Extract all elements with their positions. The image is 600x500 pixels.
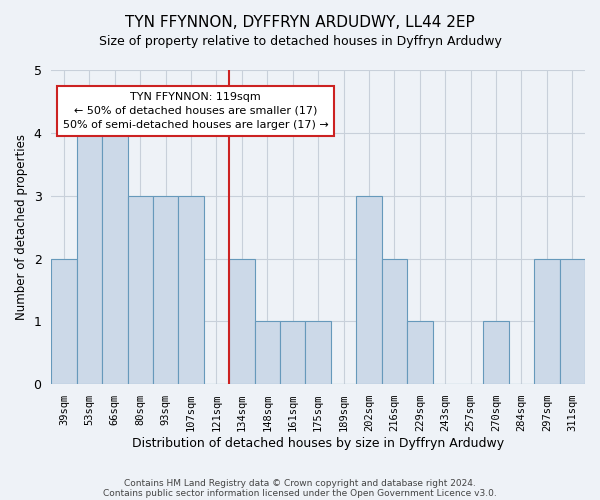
Bar <box>407 322 433 384</box>
Bar <box>153 196 178 384</box>
Bar <box>51 258 77 384</box>
Text: Contains HM Land Registry data © Crown copyright and database right 2024.: Contains HM Land Registry data © Crown c… <box>124 478 476 488</box>
Bar <box>229 258 254 384</box>
Y-axis label: Number of detached properties: Number of detached properties <box>15 134 28 320</box>
Bar <box>77 133 102 384</box>
Bar <box>382 258 407 384</box>
Bar <box>254 322 280 384</box>
Bar <box>534 258 560 384</box>
Bar <box>484 322 509 384</box>
Text: Size of property relative to detached houses in Dyffryn Ardudwy: Size of property relative to detached ho… <box>98 35 502 48</box>
Bar <box>178 196 204 384</box>
Text: TYN FFYNNON, DYFFRYN ARDUDWY, LL44 2EP: TYN FFYNNON, DYFFRYN ARDUDWY, LL44 2EP <box>125 15 475 30</box>
Bar <box>305 322 331 384</box>
Bar <box>560 258 585 384</box>
Text: TYN FFYNNON: 119sqm
← 50% of detached houses are smaller (17)
50% of semi-detach: TYN FFYNNON: 119sqm ← 50% of detached ho… <box>62 92 328 130</box>
Bar <box>356 196 382 384</box>
X-axis label: Distribution of detached houses by size in Dyffryn Ardudwy: Distribution of detached houses by size … <box>132 437 504 450</box>
Bar <box>102 133 128 384</box>
Text: Contains public sector information licensed under the Open Government Licence v3: Contains public sector information licen… <box>103 488 497 498</box>
Bar <box>128 196 153 384</box>
Bar <box>280 322 305 384</box>
